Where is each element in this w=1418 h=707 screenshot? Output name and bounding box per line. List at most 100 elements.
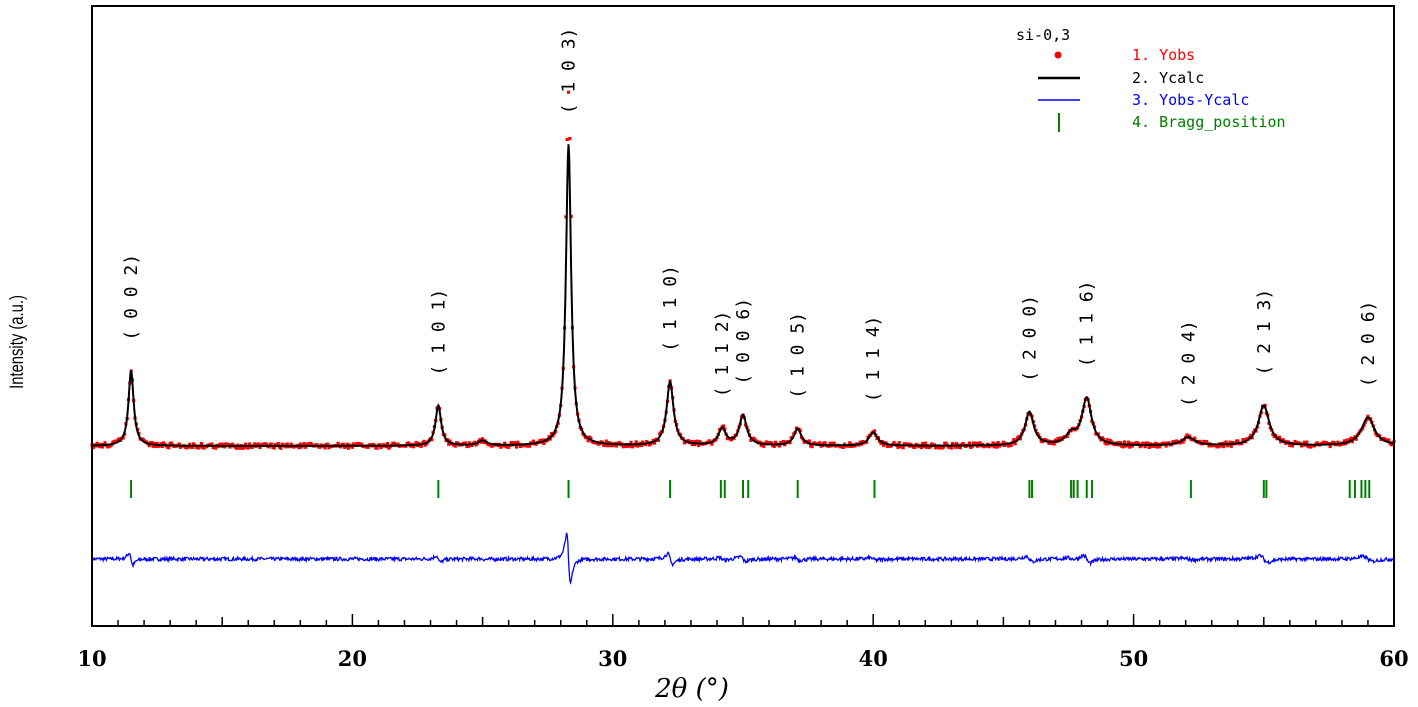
yobs-point [1155,445,1159,449]
yobs-point [1249,433,1253,437]
yobs-point [686,439,690,443]
yobs-point [827,444,831,448]
yobs-point [698,440,702,444]
y-axis-title: Intensity (a.u.) [6,295,27,389]
yobs-point [589,436,593,440]
x-tick-label: 40 [859,646,888,671]
hkl-label: ( 2 0 6) [1358,301,1379,388]
yobs-point [693,443,697,447]
yobs-point [386,442,390,446]
yobs-point [770,441,774,445]
yobs-point [548,437,552,441]
yobs-point [527,444,532,448]
yobs-point [155,441,159,445]
yobs-point [1147,445,1151,449]
yobs-point [219,442,223,446]
yobs-point [350,445,354,449]
legend-entry-diff: 3. Yobs-Ycalc [1132,91,1249,109]
yobs-point [858,440,862,444]
yobs-point [150,440,154,445]
yobs-point [953,445,957,449]
yobs-point [1158,445,1162,449]
yobs-point [1271,432,1275,436]
yobs-point [339,445,343,449]
yobs-point [272,446,276,450]
yobs-point [1242,438,1246,442]
yobs-point [103,441,107,445]
yobs-point [516,440,520,444]
yobs-point [781,440,785,444]
yobs-point [872,429,877,433]
yobs-point [1047,441,1051,445]
yobs-point [749,438,753,442]
legend-entry-ycalc: 2. Ycalc [1132,69,1204,87]
yobs-point [408,442,412,446]
legend-entry-bragg: 4. Bragg_position [1132,113,1286,131]
yobs-point [1262,405,1266,409]
yobs-point [479,440,483,444]
yobs-point [1013,442,1017,446]
yobs-point [1236,439,1240,443]
yobs-point [147,444,151,448]
x-tick-label: 50 [1119,646,1148,671]
yobs-point [507,445,511,449]
yobs-point [257,442,261,446]
yobs-point [1130,444,1134,448]
yobs-point [764,440,768,444]
yobs-point [344,445,348,449]
yobs-point [197,446,201,450]
yobs-point [550,431,554,436]
yobs-point [1315,441,1319,445]
yobs-point [154,444,158,449]
yobs-point [566,90,571,94]
yobs-point [359,442,364,446]
hkl-label: ( 2 0 0) [1019,295,1040,382]
yobs-point [345,442,349,446]
yobs-point [167,446,171,450]
yobs-point [919,446,923,450]
yobs-point [1065,434,1069,438]
yobs-point [1277,435,1281,439]
yobs-point [1228,440,1232,444]
yobs-point [258,445,262,450]
yobs-point [513,441,517,445]
yobs-point [774,440,778,444]
yobs-point [279,446,283,450]
hkl-label: ( 1 1 6) [1077,280,1098,367]
yobs-point [210,442,214,446]
yobs-point [303,445,308,449]
yobs-point [534,442,538,446]
yobs-point [603,443,607,448]
yobs-point [995,445,999,449]
yobs-point [1104,442,1108,446]
x-ticks [91,614,1395,626]
yobs-point [151,444,155,448]
yobs-point [392,441,396,445]
yobs-point [865,440,869,444]
yobs-point [1387,438,1391,442]
yobs-point [1154,441,1158,445]
hkl-label: ( 1 0 5) [788,312,809,399]
yobs-point [244,442,248,446]
yobs-point [1332,441,1336,445]
hkl-labels: ( 0 0 2) ( 1 0 1) ( 1 0 3) ( 1 1 0) ( 1 1 2)… [121,28,1379,407]
series-ycalc [92,144,1395,447]
yobs-point [289,442,293,446]
yobs-point [617,441,621,445]
yobs-point [221,442,226,446]
yobs-point [586,439,590,443]
yobs-point [159,442,163,446]
yobs-point [788,441,792,445]
legend-title: si-0,3 [1016,26,1070,44]
yobs-point [1185,433,1189,437]
x-tick-label: 30 [598,646,627,671]
yobs-point [568,137,572,141]
yobs-point [1354,437,1358,441]
yobs-point [604,439,608,443]
yobs-point [531,439,535,443]
yobs-point [366,445,370,449]
yobs-point [448,439,452,443]
yobs-point [1219,444,1223,448]
yobs-point [777,444,782,448]
yobs-point [346,446,351,450]
